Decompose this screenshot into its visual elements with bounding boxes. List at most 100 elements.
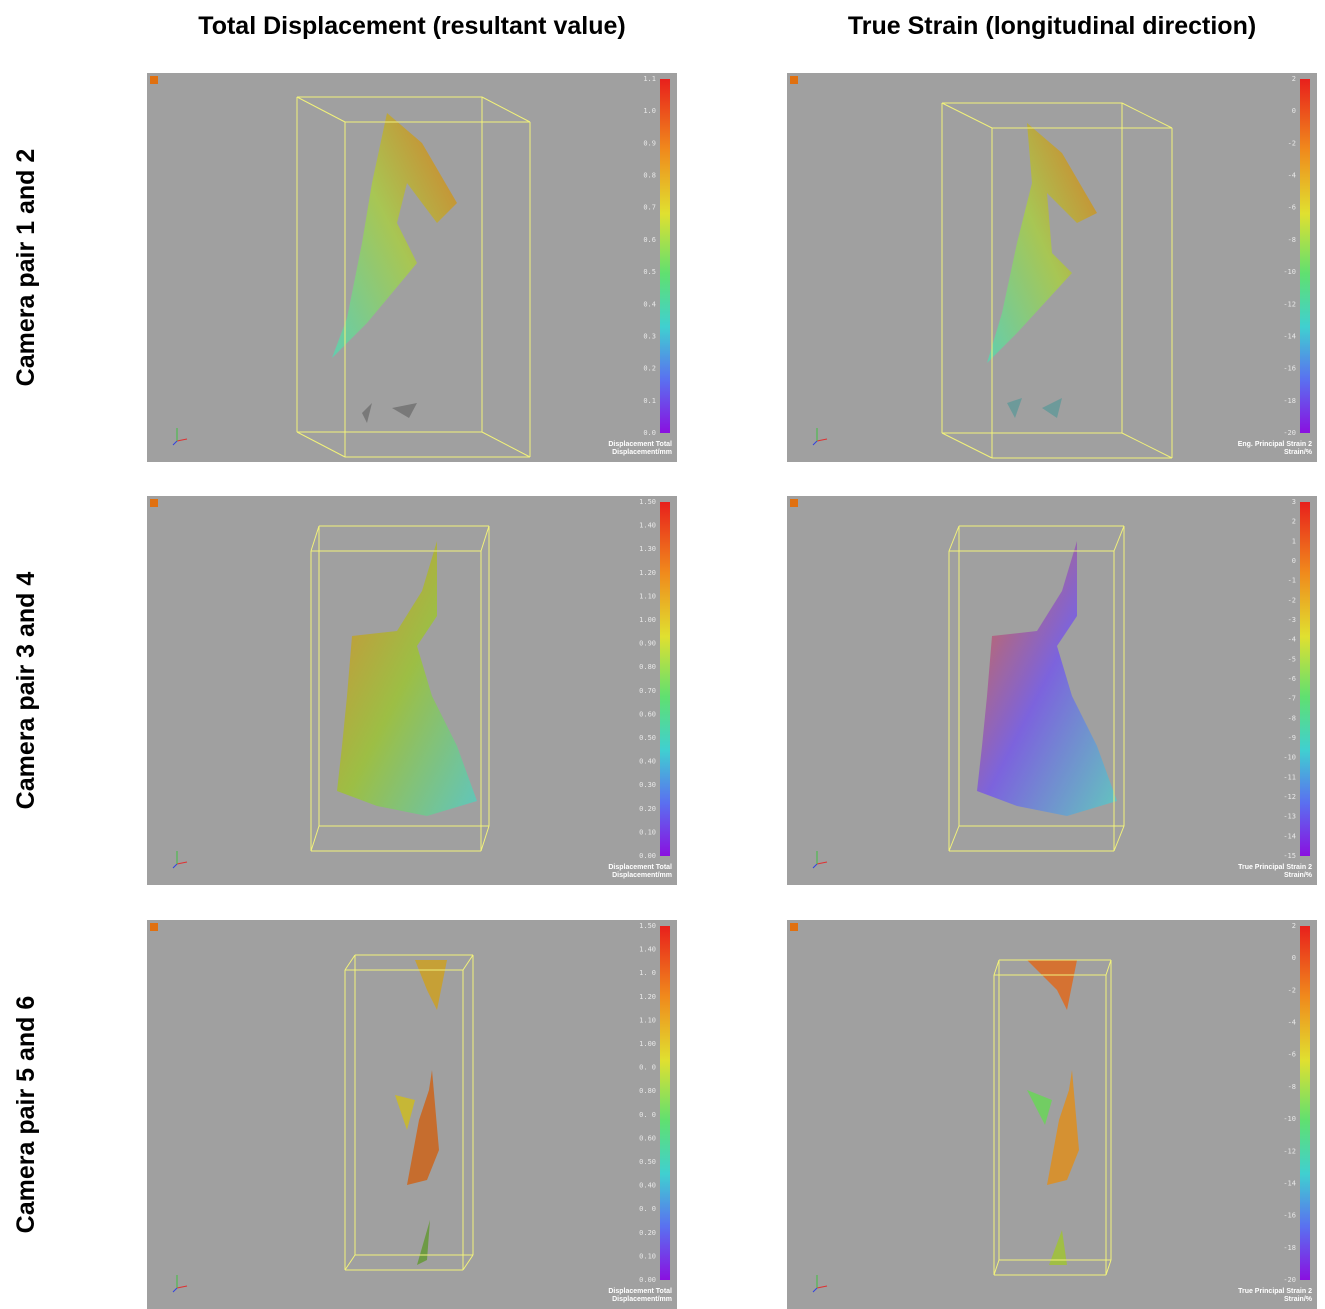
colorbar-tick-label: 0.60: [639, 710, 656, 718]
colorbar: [1300, 926, 1310, 1280]
colorbar-tick-label: -14: [1283, 832, 1296, 840]
colorbar: [1300, 79, 1310, 433]
view-icon: [790, 499, 798, 507]
colorbar-tick-label: -12: [1283, 793, 1296, 801]
colorbar-tick-label: 1.00: [639, 616, 656, 624]
colorbar-tick-label: -8: [1288, 714, 1296, 722]
colorbar-tick-label: -4: [1288, 172, 1296, 180]
view-icon: [790, 923, 798, 931]
surface-patch: [1027, 960, 1077, 1010]
colorbar-tick-label: -7: [1288, 695, 1296, 703]
bounding-box-edge: [296, 96, 346, 123]
colorbar-tick-label: 0.00: [639, 1276, 656, 1284]
colorbar: [1300, 502, 1310, 856]
colorbar-tick-label: 0.2: [643, 365, 656, 373]
column-title: Total Displacement (resultant value): [198, 12, 625, 40]
axis-triad: [172, 1287, 178, 1293]
colorbar-legend: True Principal Strain 2: [1238, 864, 1312, 871]
colorbar-tick-label: 0.8: [643, 172, 656, 180]
axis-triad: [172, 863, 178, 869]
axis-triad: [812, 863, 818, 869]
colorbar-tick-label: -14: [1283, 332, 1296, 340]
colorbar-tick-label: -18: [1283, 1244, 1296, 1252]
colorbar-tick-label: 0.60: [639, 1134, 656, 1142]
colorbar-tick-label: 0.10: [639, 828, 656, 836]
colorbar-tick-label: -16: [1283, 1212, 1296, 1220]
surface-patch: [362, 403, 372, 423]
colorbar-tick-label: 1.10: [639, 592, 656, 600]
colorbar-tick-label: 2: [1292, 75, 1296, 83]
column-title: True Strain (longitudinal direction): [848, 12, 1256, 40]
colorbar-tick-label: -16: [1283, 365, 1296, 373]
surface-patch: [977, 541, 1117, 816]
colorbar-tick-label: -8: [1288, 1083, 1296, 1091]
bounding-box-edge: [1113, 825, 1125, 852]
colorbar-tick-label: 0: [1292, 557, 1296, 565]
colorbar-tick-label: 0.6: [643, 236, 656, 244]
colorbar-tick-label: -12: [1283, 300, 1296, 308]
colorbar: [660, 926, 670, 1280]
colorbar-tick-label: 0: [1292, 107, 1296, 115]
bounding-box-edge: [1105, 959, 1112, 976]
colorbar-tick-label: 1. 0: [639, 969, 656, 977]
colorbar-legend: Eng. Principal Strain 2: [1238, 441, 1312, 448]
colorbar-legend: Displacement/mm: [612, 449, 672, 456]
colorbar-tick-label: -18: [1283, 397, 1296, 405]
colorbar-tick-label: -20: [1283, 429, 1296, 437]
colorbar-tick-label: -15: [1283, 852, 1296, 860]
colorbar-tick-label: 1.20: [639, 993, 656, 1001]
colorbar-tick-label: 0.4: [643, 300, 656, 308]
colorbar-legend: Displacement Total: [608, 864, 672, 871]
bounding-box-edge: [1105, 1259, 1112, 1276]
colorbar-tick-label: 2: [1292, 518, 1296, 526]
colorbar-tick-label: -6: [1288, 1051, 1296, 1059]
colorbar-tick-label: 0.5: [643, 268, 656, 276]
bounding-box-edge: [480, 525, 490, 552]
bounding-box-edge: [481, 96, 531, 123]
colorbar-tick-label: 1.00: [639, 1040, 656, 1048]
colorbar-tick-label: 0.70: [639, 687, 656, 695]
bounding-box-edge: [344, 954, 356, 971]
bounding-box-edge: [948, 825, 960, 852]
axis-triad: [816, 861, 828, 865]
colorbar-tick-label: -13: [1283, 813, 1296, 821]
colorbar-tick-label: 1.10: [639, 1016, 656, 1024]
surface-patch: [1047, 1070, 1079, 1185]
bounding-box-edge: [481, 431, 531, 458]
surface-patch: [415, 960, 447, 1010]
colorbar-tick-label: 1.0: [643, 107, 656, 115]
colorbar-tick-label: -10: [1283, 1115, 1296, 1123]
colorbar-tick-label: 0.10: [639, 1252, 656, 1260]
colorbar-tick-label: -4: [1288, 636, 1296, 644]
colorbar-tick-label: -2: [1288, 986, 1296, 994]
surface-patch: [1049, 1230, 1067, 1265]
bounding-box-edge: [462, 1254, 474, 1271]
colorbar-tick-label: -2: [1288, 139, 1296, 147]
view-icon: [790, 76, 798, 84]
colorbar-tick-label: 1.1: [643, 75, 656, 83]
colorbar-tick-label: 1.50: [639, 922, 656, 930]
axis-triad: [176, 438, 188, 442]
surface-patch: [417, 1220, 430, 1265]
colorbar-tick-label: 0.1: [643, 397, 656, 405]
colorbar-legend: Strain/%: [1284, 449, 1313, 456]
surface-patch: [337, 541, 477, 816]
colorbar-tick-label: 3: [1292, 498, 1296, 506]
colorbar-legend: Displacement Total: [608, 1288, 672, 1295]
colorbar-tick-label: 1.40: [639, 522, 656, 530]
colorbar-tick-label: 0. 0: [639, 1064, 656, 1072]
colorbar-legend: Displacement/mm: [612, 1296, 672, 1303]
colorbar-tick-label: 0.50: [639, 1158, 656, 1166]
colorbar-tick-label: 0. 0: [639, 1205, 656, 1213]
colorbar-tick-label: 2: [1292, 922, 1296, 930]
bounding-box-edge: [462, 954, 474, 971]
bounding-box-edge: [310, 525, 320, 552]
colorbar-tick-label: -1: [1288, 577, 1296, 585]
surface-patch: [987, 123, 1097, 363]
bounding-box-edge: [993, 1259, 1000, 1276]
colorbar-tick-label: 0.7: [643, 204, 656, 212]
panel-background: [147, 920, 677, 1309]
view-icon: [150, 923, 158, 931]
